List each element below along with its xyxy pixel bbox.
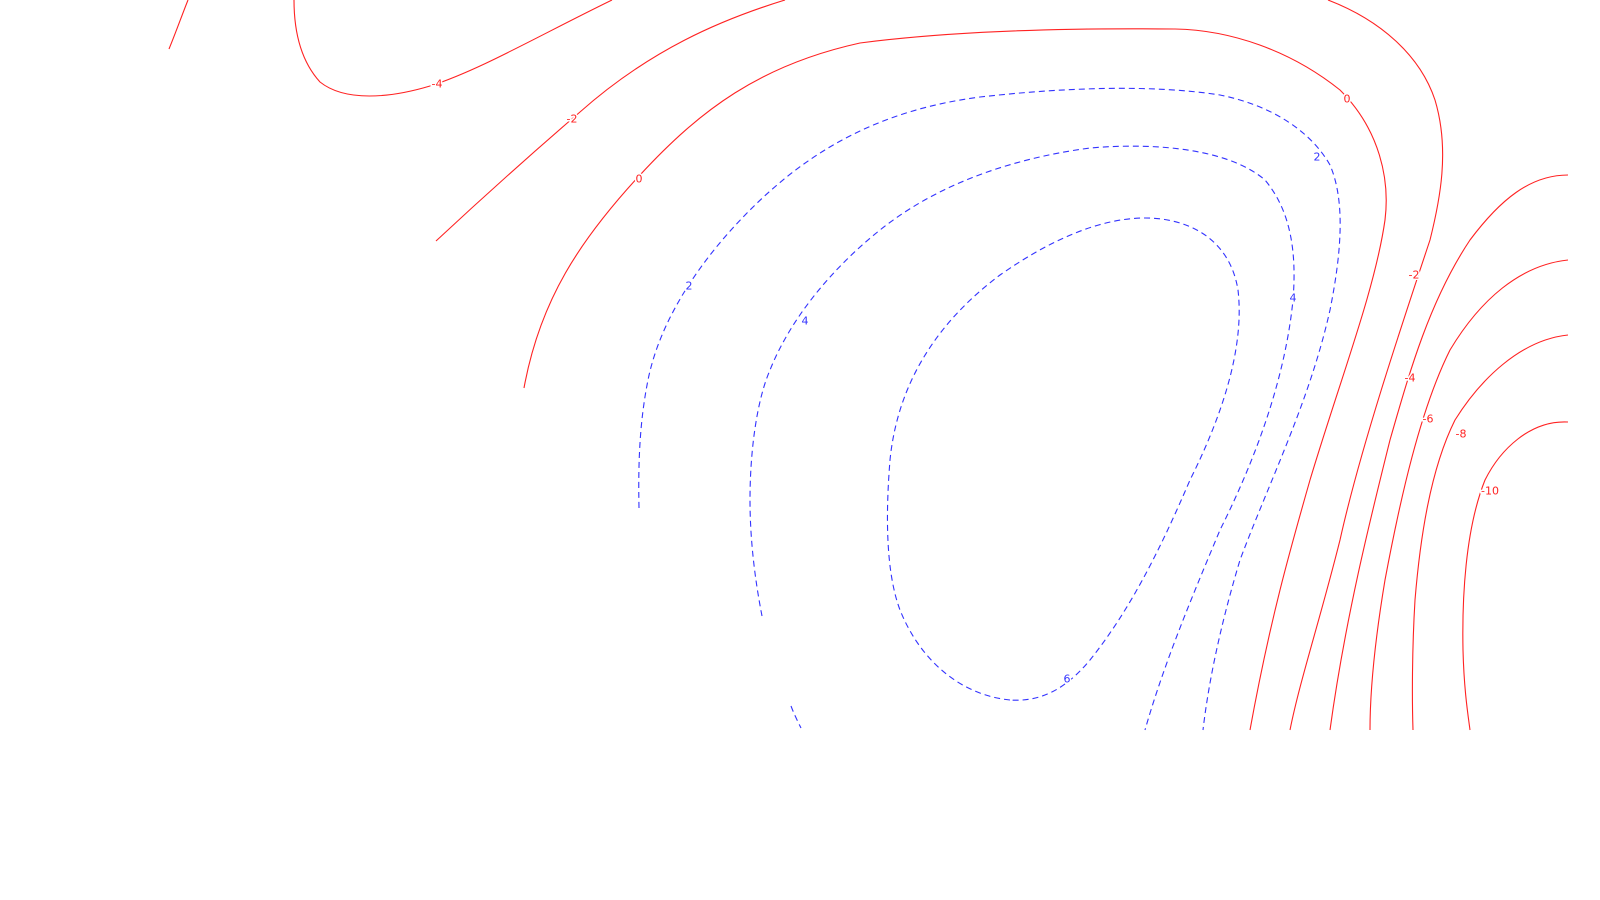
contour-line-level-minus-2	[168, 0, 189, 50]
contour-label-level-6: 6	[1064, 673, 1071, 686]
contour-label-level-0: 0	[636, 173, 643, 186]
contour-label-level-minus-8: -8	[1456, 428, 1467, 441]
contour-line-level-6	[886, 217, 1240, 701]
contour-line-level-minus-2	[1329, 174, 1569, 731]
contour-line-level-2	[638, 87, 1341, 731]
contour-line-level-minus-4	[293, 0, 613, 97]
contour-label-level-2: 2	[686, 280, 693, 293]
contour-label-level-4: 4	[1290, 292, 1297, 305]
contour-label-level-minus-6: -6	[1423, 413, 1434, 426]
contour-line-level-minus-2	[435, 0, 786, 242]
contour-label-level-4: 4	[802, 315, 809, 328]
contour-label-level-minus-2: -2	[1409, 269, 1420, 282]
contour-labels: -4 -2 0 0 2 2 4 4 6 -2 -4 -6 -8 -10	[430, 76, 1500, 687]
contour-line-level-4	[790, 705, 802, 729]
contour-label-level-0: 0	[1344, 93, 1351, 106]
contour-label-level-minus-4: -4	[1405, 372, 1416, 385]
contour-label-level-minus-4: -4	[432, 78, 443, 91]
contour-label-level-2: 2	[1314, 151, 1321, 164]
contour-lines	[168, 0, 1569, 731]
contour-line-level-minus-8	[1411, 334, 1569, 731]
contour-label-level-minus-10: -10	[1481, 485, 1499, 498]
contour-line-level-minus-10	[1462, 421, 1569, 731]
contour-line-level-4	[749, 145, 1295, 731]
contour-line-level-0	[523, 28, 1387, 731]
contour-label-level-minus-2: -2	[567, 113, 578, 126]
contour-line-level-minus-4	[1369, 259, 1569, 731]
contour-line-level-0	[1289, 0, 1444, 731]
